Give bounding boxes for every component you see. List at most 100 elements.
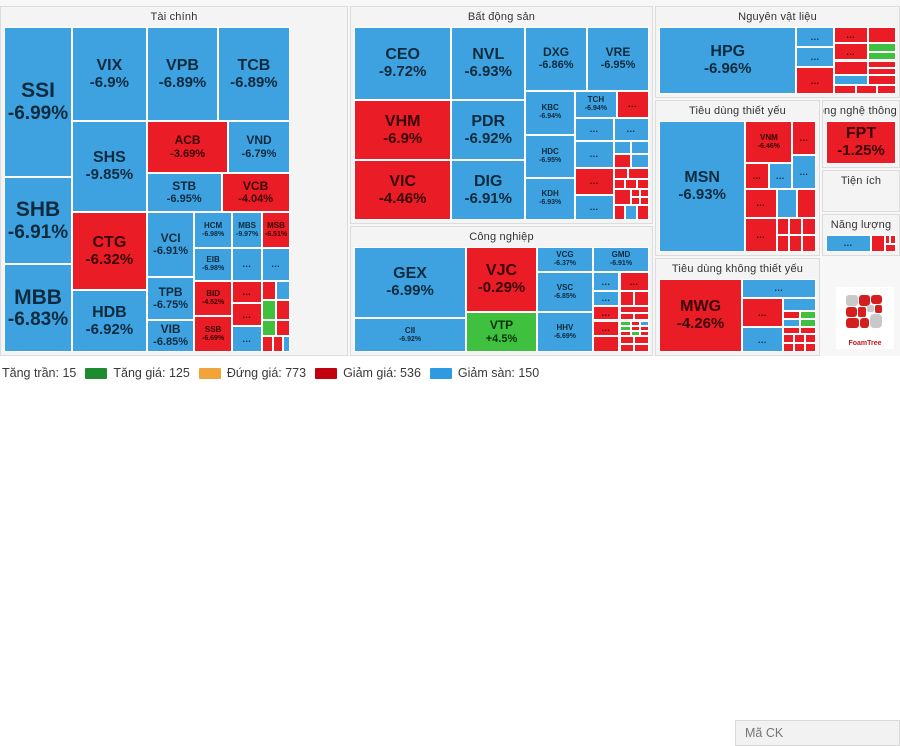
stock-tile[interactable] [592,336,620,352]
stock-tile-CII[interactable]: CII -6.92% [354,318,467,352]
stock-tile-MBS[interactable]: MBS -9.97% [231,212,263,248]
stock-tile-DIG[interactable]: DIG -6.91% [451,160,526,220]
stock-tile[interactable] [867,43,896,52]
stock-tile-…[interactable]: … [592,320,620,337]
stock-tile[interactable] [640,325,649,331]
stock-tile-CTG[interactable]: CTG -6.32% [72,212,147,291]
stock-tile-…[interactable]: … [745,189,777,218]
stock-tile-…[interactable]: … [231,280,263,304]
stock-tile[interactable] [867,27,896,44]
stock-tile-SHB[interactable]: SHB -6.91% [4,176,72,265]
stock-tile-VCG[interactable]: VCG -6.37% [536,247,593,273]
stock-tile[interactable] [783,297,816,312]
stock-tile[interactable] [631,140,649,155]
stock-tile-…[interactable]: … [592,305,620,321]
legend-item-3[interactable]: Giảm giá: 536 [315,366,421,380]
legend-item-4[interactable]: Giảm sàn: 150 [429,366,539,380]
stock-tile[interactable] [282,335,290,352]
sector-group-bat-dong-san[interactable]: Bất động sản CEO -9.72% VHM -6.9% VIC -4.46% NV… [350,6,653,224]
stock-tile-HDB[interactable]: HDB -6.92% [72,290,147,352]
stock-tile[interactable] [631,325,641,331]
stock-tile[interactable] [634,343,649,352]
stock-tile[interactable] [631,154,649,168]
stock-tile[interactable] [276,280,290,300]
stock-tile[interactable] [640,331,649,337]
stock-tile-KBC[interactable]: KBC -6.94% [525,90,576,136]
stock-tile[interactable] [619,291,635,306]
stock-tile-VJC[interactable]: VJC -0.29% [466,247,537,313]
stock-tile-TCH[interactable]: TCH -6.94% [575,90,617,118]
stock-tile[interactable] [867,75,896,85]
search-input[interactable] [736,721,899,745]
stock-tile[interactable] [877,84,896,94]
stock-tile[interactable] [783,343,794,352]
stock-tile-…[interactable]: … [592,291,620,306]
sector-group-nang-luong[interactable]: Năng lượng… [822,214,900,256]
stock-tile-VIX[interactable]: VIX -6.9% [72,27,147,122]
stock-tile[interactable] [625,204,638,220]
stock-tile-STB[interactable]: STB -6.95% [146,173,222,213]
legend-item-2[interactable]: Đứng giá: 773 [198,366,306,380]
stock-tile[interactable] [631,331,641,337]
stock-tile[interactable] [619,331,632,337]
stock-tile-…[interactable]: … [792,155,816,190]
stock-tile-MSN[interactable]: MSN -6.93% [659,121,746,252]
stock-tile[interactable] [783,319,801,328]
stock-tile-…[interactable]: … [792,121,816,156]
stock-tile-CEO[interactable]: CEO -9.72% [354,27,452,101]
stock-tile[interactable] [867,60,896,68]
stock-tile[interactable] [625,179,638,190]
legend-item-0[interactable]: Tăng trần: 15 [0,366,76,380]
stock-tile[interactable] [276,319,290,336]
stock-tile[interactable] [619,320,632,326]
stock-tile-VHM[interactable]: VHM -6.9% [354,100,452,161]
stock-tile-VIC[interactable]: VIC -4.46% [354,160,452,220]
stock-tile-HHV[interactable]: HHV -6.69% [536,312,593,352]
stock-tile[interactable] [619,305,649,314]
stock-tile[interactable] [884,235,891,244]
legend-item-1[interactable]: Tăng giá: 125 [85,366,190,380]
sector-group-tai-chinh[interactable]: Tài chính SSI -6.99% SHB -6.91% MBB -6.83% VIX -… [0,6,348,356]
stock-tile-VCB[interactable]: VCB -4.04% [221,173,290,213]
stock-tile-…[interactable]: … [613,117,649,141]
stock-tile-GEX[interactable]: GEX -6.99% [354,247,467,319]
stock-tile[interactable] [794,343,805,352]
stock-tile[interactable] [637,179,649,190]
stock-tile[interactable] [867,51,896,61]
stock-tile[interactable] [613,179,626,190]
stock-tile-DXG[interactable]: DXG -6.86% [525,27,588,91]
stock-tile[interactable] [634,291,649,306]
stock-tile-EIB[interactable]: EIB -6.98% [194,248,232,281]
stock-tile-NVL[interactable]: NVL -6.93% [451,27,526,101]
stock-tile[interactable] [613,189,632,205]
stock-tile-…[interactable]: … [834,27,868,44]
stock-tile-TPB[interactable]: TPB -6.75% [146,277,195,320]
stock-tile[interactable] [262,319,276,336]
stock-tile[interactable] [789,217,802,235]
sector-group-tieu-dung-khong-thiet-yeu[interactable]: Tiêu dùng không thiết yếu MWG -4.26%……… [655,258,820,356]
stock-tile[interactable] [805,334,816,344]
stock-tile[interactable] [794,334,805,344]
stock-tile[interactable] [634,313,649,321]
stock-tile[interactable] [801,234,816,252]
stock-tile-SHS[interactable]: SHS -9.85% [72,121,147,213]
stock-tile[interactable] [800,319,816,328]
sector-group-tieu-dung-thiet-yeu[interactable]: Tiêu dùng thiết yếu MSN -6.93% VNM -6.46%………… [655,100,820,256]
stock-tile[interactable] [631,320,641,326]
stock-tile-SSI[interactable]: SSI -6.99% [4,27,72,177]
stock-tile[interactable] [800,311,816,320]
stock-tile[interactable] [262,300,276,320]
stock-tile-MWG[interactable]: MWG -4.26% [659,279,743,352]
stock-tile-…[interactable]: … [768,162,793,190]
stock-tile-…[interactable]: … [826,235,871,252]
stock-tile-…[interactable]: … [742,297,784,328]
stock-tile[interactable] [870,235,885,252]
stock-tile[interactable] [634,336,649,344]
sector-group-cong-nghiep[interactable]: Công nghiệp GEX -6.99% CII -6.92% VJC -0.29% VT… [350,226,653,356]
stock-tile[interactable] [640,196,649,205]
stock-tile-…[interactable]: … [575,117,614,141]
stock-tile[interactable] [631,189,641,197]
stock-tile[interactable] [637,204,649,220]
stock-tile-VRE[interactable]: VRE -6.95% [587,27,649,91]
stock-tile[interactable] [789,234,802,252]
